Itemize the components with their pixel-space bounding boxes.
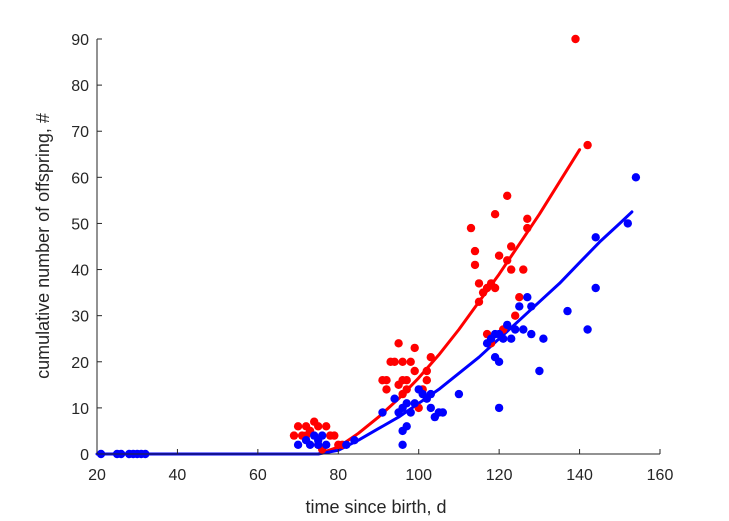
data-point-series-2 bbox=[305, 440, 315, 449]
data-point-series-2 bbox=[322, 440, 331, 449]
data-point-series-2 bbox=[406, 408, 415, 417]
x-tick-label: 40 bbox=[169, 467, 187, 484]
data-point-series-2 bbox=[426, 389, 435, 399]
data-point-series-1 bbox=[422, 366, 431, 376]
data-point-series-2 bbox=[631, 173, 641, 182]
data-point-series-2 bbox=[539, 334, 548, 343]
data-point-series-2 bbox=[398, 440, 407, 449]
data-point-series-2 bbox=[515, 302, 524, 311]
data-point-series-1 bbox=[402, 385, 411, 394]
data-point-series-2 bbox=[623, 219, 632, 228]
data-point-series-1 bbox=[474, 279, 484, 288]
data-point-series-1 bbox=[466, 223, 476, 233]
data-point-series-2 bbox=[523, 293, 532, 302]
data-point-series-2 bbox=[494, 357, 504, 366]
data-point-series-1 bbox=[523, 214, 532, 223]
x-tick-label: 100 bbox=[405, 467, 432, 484]
data-point-series-2 bbox=[563, 306, 572, 316]
data-point-series-2 bbox=[410, 399, 419, 408]
fit-curve-series-2 bbox=[95, 210, 634, 456]
y-tick-label: 60 bbox=[71, 170, 89, 187]
data-point-series-1 bbox=[503, 191, 512, 200]
data-point-series-2 bbox=[499, 334, 508, 343]
data-point-series-1 bbox=[470, 246, 480, 256]
data-point-series-2 bbox=[318, 431, 327, 440]
data-point-series-2 bbox=[535, 366, 544, 376]
data-point-series-1 bbox=[503, 256, 512, 265]
data-point-series-1 bbox=[507, 242, 516, 251]
y-tick-label: 80 bbox=[71, 78, 89, 95]
x-tick-label: 120 bbox=[486, 467, 513, 484]
data-point-series-2 bbox=[438, 408, 447, 417]
data-point-series-2 bbox=[511, 325, 520, 334]
data-point-series-1 bbox=[490, 210, 500, 219]
data-point-series-2 bbox=[293, 440, 303, 449]
data-point-series-2 bbox=[350, 436, 359, 445]
data-point-series-1 bbox=[406, 357, 415, 366]
x-axis-label: time since birth, d bbox=[305, 497, 446, 517]
data-point-series-2 bbox=[454, 389, 464, 399]
data-point-series-1 bbox=[322, 422, 331, 431]
data-point-series-2 bbox=[494, 403, 504, 413]
data-point-series-1 bbox=[507, 265, 516, 274]
axes: 20 40 60 80 100 120 140 160 0 10 20 30 40 50 60 70 80 90 bbox=[71, 32, 673, 484]
data-point-series-1 bbox=[382, 376, 391, 385]
data-point-series-2 bbox=[583, 325, 592, 334]
data-point-series-2 bbox=[390, 394, 399, 403]
data-point-series-2 bbox=[378, 408, 387, 417]
data-point-series-1 bbox=[293, 422, 303, 431]
data-point-series-1 bbox=[583, 140, 592, 150]
data-point-series-2 bbox=[591, 233, 600, 242]
data-point-series-1 bbox=[470, 260, 480, 270]
y-tick-label: 40 bbox=[71, 263, 89, 280]
data-point-series-1 bbox=[511, 311, 520, 320]
data-point-series-1 bbox=[571, 34, 580, 44]
data-point-series-1 bbox=[494, 251, 504, 260]
data-point-series-2 bbox=[507, 334, 516, 343]
data-point-series-1 bbox=[422, 376, 431, 385]
data-point-series-2 bbox=[527, 302, 536, 311]
x-tick-label: 80 bbox=[329, 467, 347, 484]
y-tick-label: 10 bbox=[71, 401, 89, 418]
data-point-series-1 bbox=[390, 357, 399, 366]
data-point-series-2 bbox=[314, 440, 323, 449]
data-point-series-1 bbox=[398, 357, 407, 366]
y-tick-label: 30 bbox=[71, 309, 89, 326]
y-tick-label: 0 bbox=[80, 447, 89, 464]
y-tick-label: 70 bbox=[71, 124, 89, 141]
x-tick-label: 20 bbox=[88, 467, 106, 484]
data-point-series-2 bbox=[503, 320, 512, 330]
data-point-series-2 bbox=[402, 399, 411, 408]
data-point-series-1 bbox=[410, 343, 419, 353]
data-point-series-2 bbox=[342, 440, 351, 449]
data-point-series-1 bbox=[523, 223, 532, 233]
data-point-series-1 bbox=[410, 366, 419, 376]
data-point-series-2 bbox=[519, 325, 528, 334]
data-point-series-1 bbox=[314, 422, 323, 431]
data-point-series-1 bbox=[382, 385, 391, 394]
data-point-series-1 bbox=[490, 283, 500, 293]
data-point-series-1 bbox=[426, 353, 435, 362]
data-point-series-1 bbox=[289, 431, 299, 440]
x-tick-label: 160 bbox=[647, 467, 674, 484]
data-point-series-1 bbox=[330, 431, 339, 440]
data-point-series-2 bbox=[402, 422, 411, 431]
data-point-series-1 bbox=[515, 293, 524, 302]
data-point-series-2 bbox=[426, 403, 435, 413]
x-tick-label: 140 bbox=[566, 467, 593, 484]
data-point-series-1 bbox=[402, 376, 411, 385]
x-tick-label: 60 bbox=[249, 467, 267, 484]
data-point-series-1 bbox=[474, 297, 484, 306]
y-tick-label: 50 bbox=[71, 216, 89, 233]
data-point-series-2 bbox=[591, 283, 600, 293]
data-point-series-1 bbox=[394, 339, 403, 348]
data-point-series-2 bbox=[527, 329, 536, 339]
data-point-series-1 bbox=[519, 265, 528, 274]
y-tick-label: 90 bbox=[71, 32, 89, 49]
plot-area bbox=[95, 34, 641, 459]
y-tick-label: 20 bbox=[71, 355, 89, 372]
y-axis-label: cumulative number of offspring, # bbox=[33, 113, 53, 379]
